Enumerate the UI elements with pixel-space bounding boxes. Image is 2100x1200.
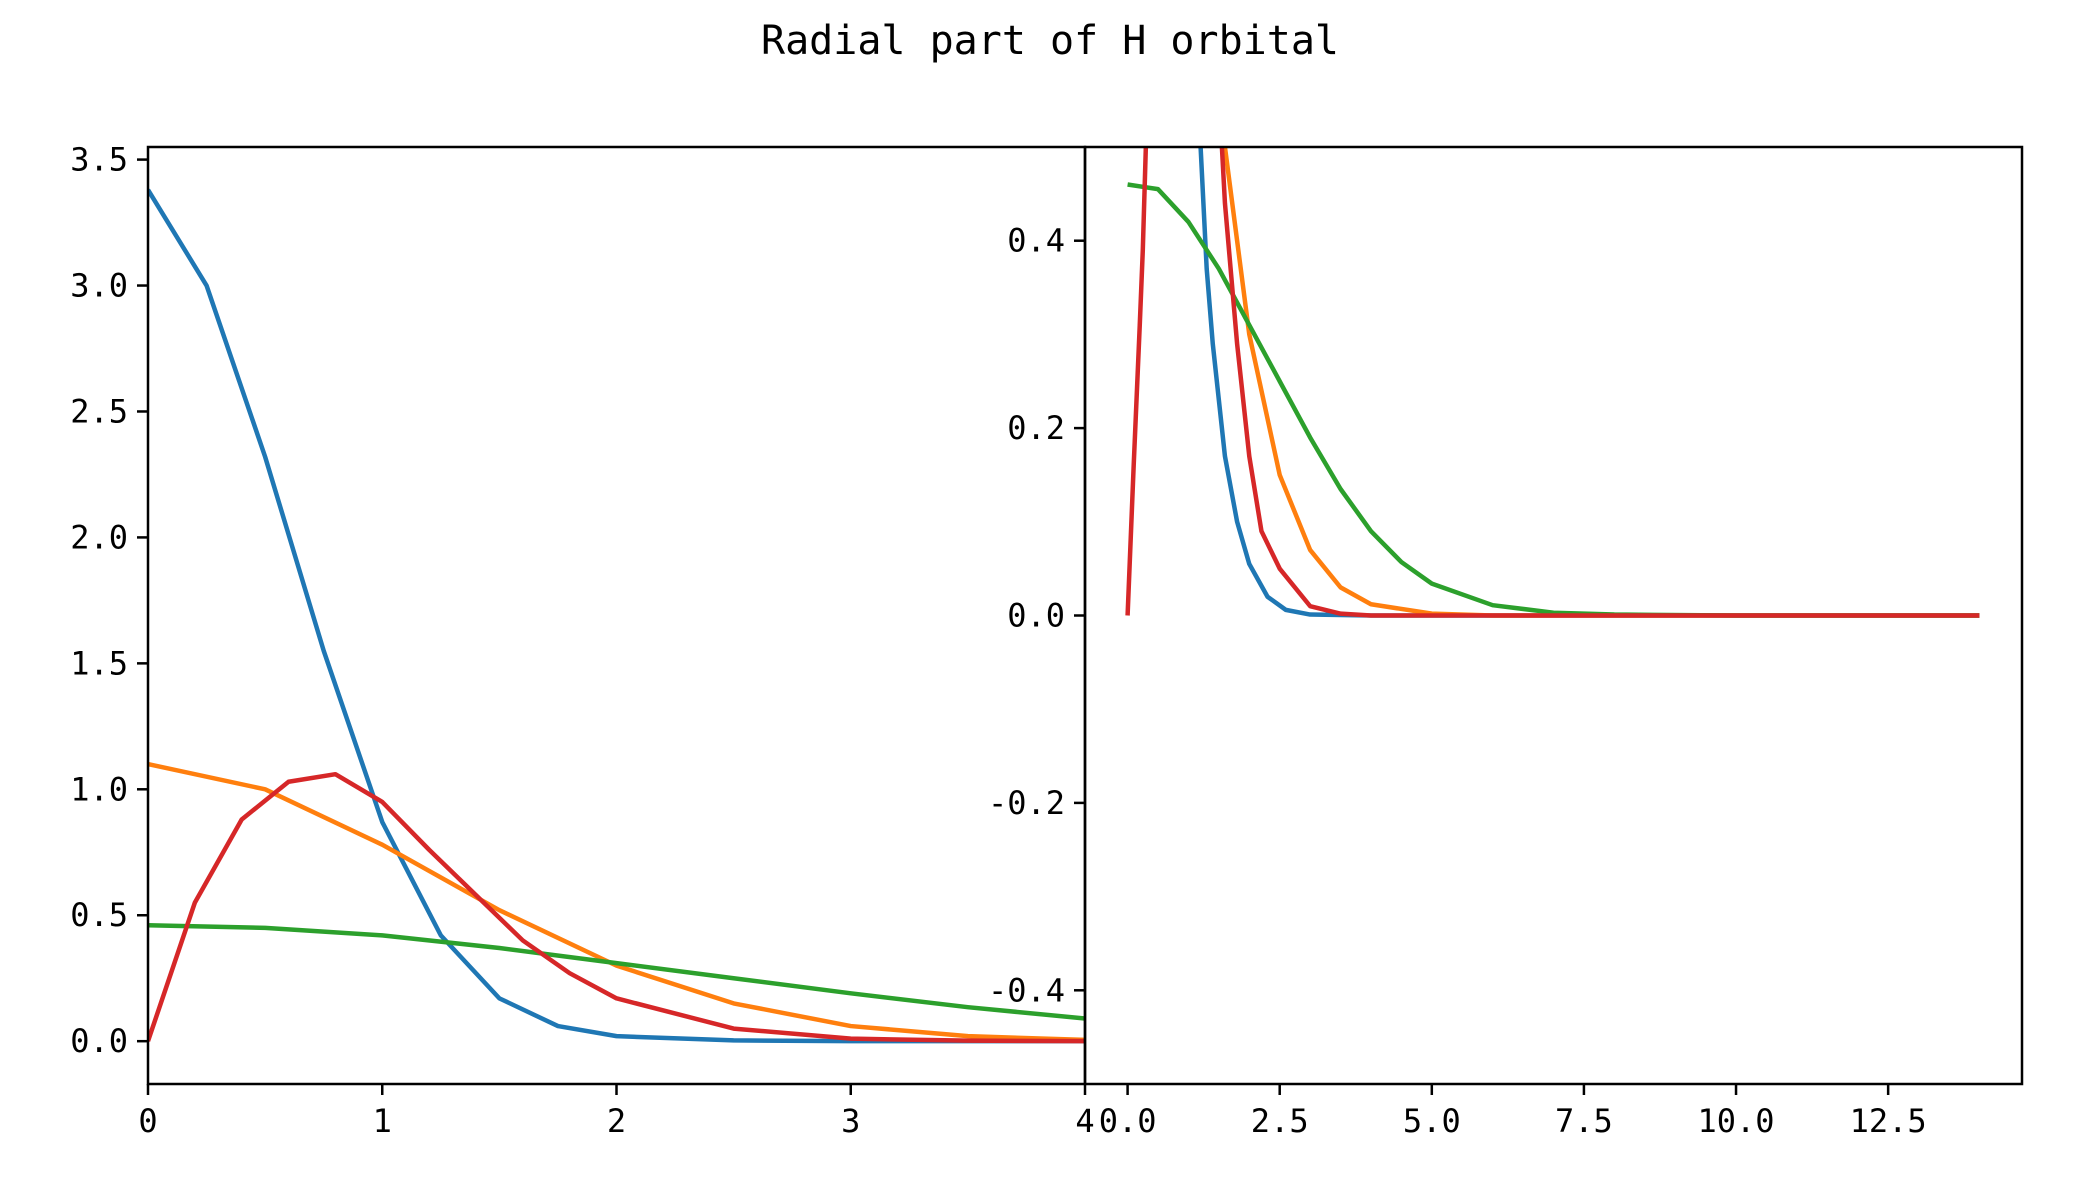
left-x-tick-label-3: 3 xyxy=(841,1102,860,1140)
right-x-tick-label-5: 12.5 xyxy=(1850,1102,1927,1140)
left-y-tick-label-2: 1.0 xyxy=(70,770,128,808)
left-series-orange-line-1 xyxy=(148,761,1085,1043)
right-x-tick-label-0: 0.0 xyxy=(1099,1102,1157,1140)
left-series-blue-line-0 xyxy=(148,188,1085,1044)
right-series-blue-line-0 xyxy=(1198,147,1980,618)
right-series-lines xyxy=(1125,147,1980,618)
left-y-tick-label-1: 0.5 xyxy=(70,896,128,934)
right-x-tick-label-2: 5.0 xyxy=(1403,1102,1461,1140)
left-x-tick-label-2: 2 xyxy=(607,1102,626,1140)
right-y-tick-label-2: 0.0 xyxy=(1007,597,1065,635)
left-x-tick-label-0: 0 xyxy=(138,1102,157,1140)
left-axes: 0 1 2 3 4 0.0 0.5 1.0 1.5 2.0 2.5 3.0 3.5 xyxy=(70,141,1094,1140)
right-x-tick-label-4: 10.0 xyxy=(1698,1102,1775,1140)
left-y-tick-label-0: 0.0 xyxy=(70,1022,128,1060)
right-series-red-line-4 xyxy=(1219,147,1980,618)
left-plot: 0 1 2 3 4 0.0 0.5 1.0 1.5 2.0 2.5 3.0 3.5 xyxy=(70,141,1094,1140)
left-y-tick-label-4: 2.0 xyxy=(70,518,128,556)
left-y-tick-label-3: 1.5 xyxy=(70,644,128,682)
left-y-tick-label-6: 3.0 xyxy=(70,267,128,305)
left-series-red-line-3 xyxy=(148,771,1085,1044)
right-plot-frame xyxy=(1083,145,2024,1086)
left-series-lines xyxy=(148,188,1085,1044)
left-x-tick-label-4: 4 xyxy=(1075,1102,1094,1140)
right-axes: 0.0 2.5 5.0 7.5 10.0 12.5 -0.4 -0.2 0.0 0.2 0.4 xyxy=(988,222,1927,1140)
right-x-tick-label-1: 2.5 xyxy=(1251,1102,1309,1140)
chart-title: Radial part of H orbital xyxy=(761,18,1339,64)
left-series-green-line-2 xyxy=(148,923,1085,1021)
right-y-tick-label-4: 0.4 xyxy=(1007,222,1065,260)
left-y-tick-label-5: 2.5 xyxy=(70,392,128,430)
right-y-tick-label-0: -0.4 xyxy=(988,971,1065,1009)
left-y-tick-label-7: 3.5 xyxy=(70,141,128,179)
right-y-tick-label-3: 0.2 xyxy=(1007,409,1065,447)
right-plot: 0.0 2.5 5.0 7.5 10.0 12.5 -0.4 -0.2 0.0 0.2 0.4 xyxy=(988,145,2024,1140)
right-series-red-line-3 xyxy=(1125,147,1149,616)
left-x-tick-label-1: 1 xyxy=(373,1102,392,1140)
right-y-tick-label-1: -0.2 xyxy=(988,784,1065,822)
right-x-tick-label-3: 7.5 xyxy=(1555,1102,1613,1140)
